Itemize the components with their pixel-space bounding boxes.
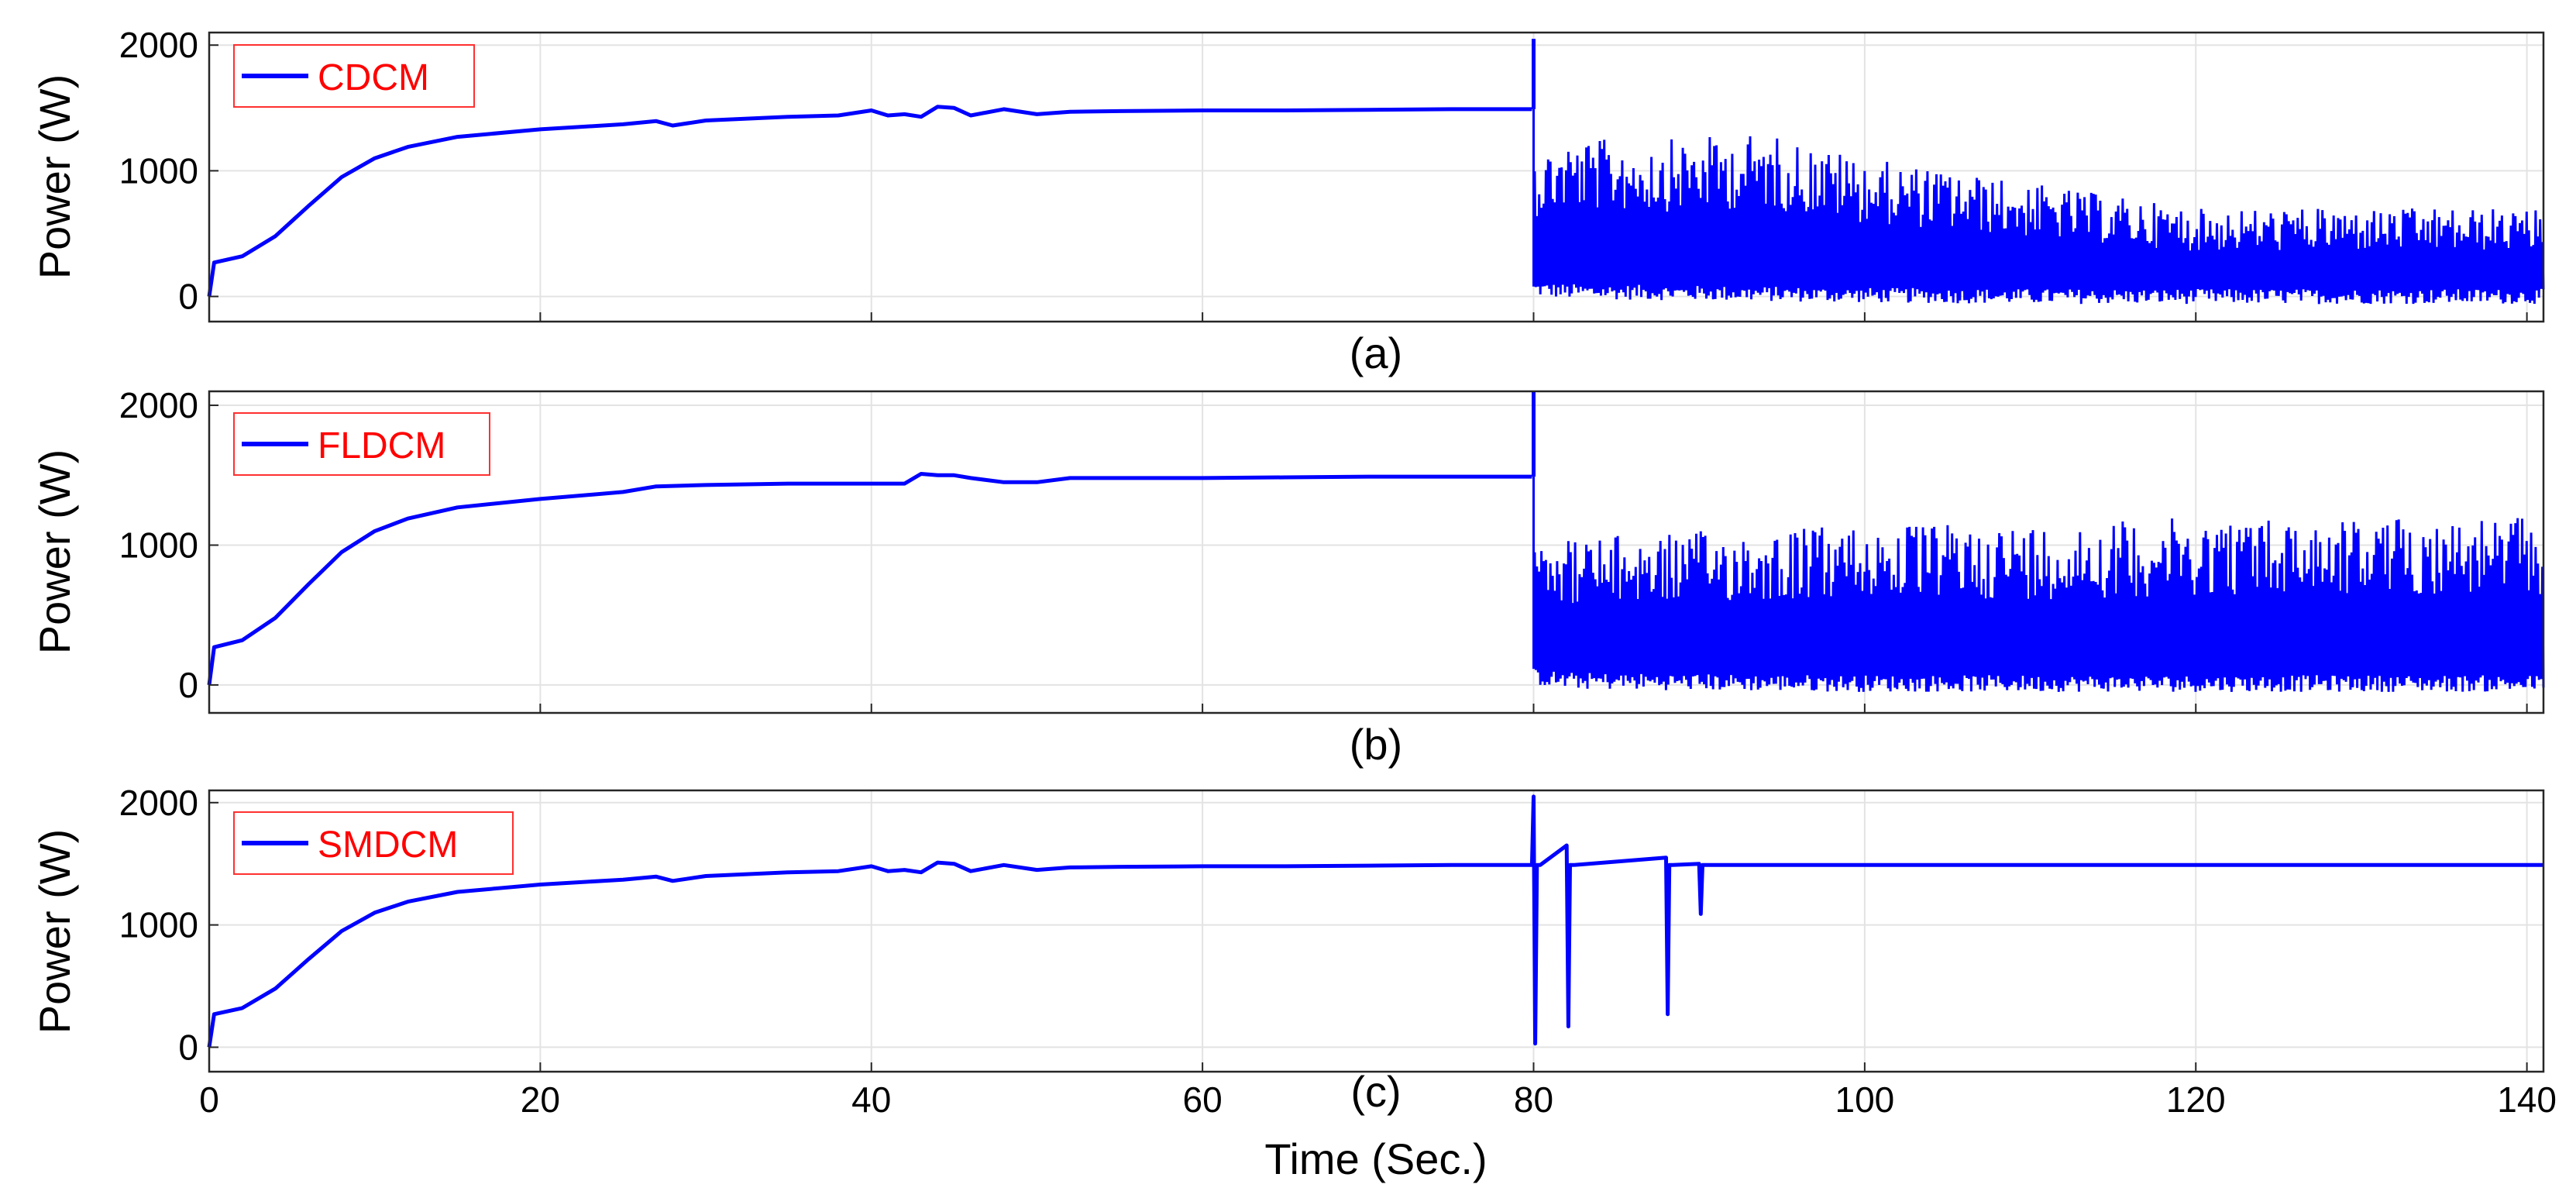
panel-b-ticks: 0 1000 2000 [119,385,2528,713]
panel-b-legend: FLDCM [233,412,490,476]
panel-c-legend: SMDCM [233,811,514,875]
panel-a-plot [207,39,2545,305]
panel-a: 0 1000 2000 Power (W) CDCM (a) [30,25,2545,377]
panel-b-plot [207,391,2545,692]
panel-a-ytick-label-0: 0 [178,277,198,317]
x-tick-label-40: 40 [851,1079,891,1120]
panel-b-ytick-label-1000: 1000 [119,525,198,565]
x-tick-label-100: 100 [1835,1079,1895,1120]
panel-b-series-FLDCM [207,472,1532,686]
panel-b-oscillation [1532,477,2545,692]
panel-a-label: (a) [1350,329,1402,377]
panel-c-ytick-label-1000: 1000 [119,905,198,945]
panel-b-ytick-label-0: 0 [178,665,198,705]
panel-b-legend-label: FLDCM [318,425,445,466]
panel-b: 0 1000 2000 Power (W) FLDCM (b) [30,385,2545,769]
panel-c-plot [207,794,2543,1048]
panel-a-frame [208,31,2545,323]
panel-a-oscillation [1532,108,2545,305]
panel-c: 0 20 40 60 80 100 120 140 0 1000 2000 Power (W) SM… [30,783,2557,1183]
panel-a-ylabel: Power (W) [30,74,79,279]
panel-a-ticks: 0 1000 2000 [119,25,2528,322]
x-axis-label: Time (Sec.) [1264,1134,1487,1183]
panel-c-series-SMDCM [207,794,2543,1048]
panel-a-ytick-label-1000: 1000 [119,150,198,191]
panel-b-ylabel: Power (W) [30,449,79,654]
x-tick-label-60: 60 [1183,1079,1223,1120]
x-tick-label-20: 20 [521,1079,560,1120]
panel-b-label: (b) [1350,720,1402,769]
panel-b-frame [208,390,2545,714]
panel-c-frame [208,789,2545,1073]
x-tick-label-120: 120 [2166,1079,2226,1120]
panel-a-legend-label: CDCM [318,57,429,98]
panel-b-ytick-label-2000: 2000 [119,385,198,425]
panel-c-ylabel: Power (W) [30,829,79,1034]
panel-a-grid [208,33,2543,322]
panel-a-series-CDCM [207,105,1532,297]
panel-c-legend-label: SMDCM [318,824,458,866]
panel-c-ytick-label-2000: 2000 [119,783,198,823]
panel-c-ytick-label-0: 0 [178,1027,198,1067]
x-tick-label-0: 0 [199,1079,219,1120]
panel-c-label: (c) [1350,1067,1401,1116]
panel-c-ticks: 0 20 40 60 80 100 120 140 0 1000 2000 [119,783,2557,1120]
x-tick-label-140: 140 [2497,1079,2557,1120]
panel-a-legend: CDCM [233,44,475,108]
x-tick-label-80: 80 [1514,1079,1553,1120]
panel-a-ytick-label-2000: 2000 [119,25,198,65]
